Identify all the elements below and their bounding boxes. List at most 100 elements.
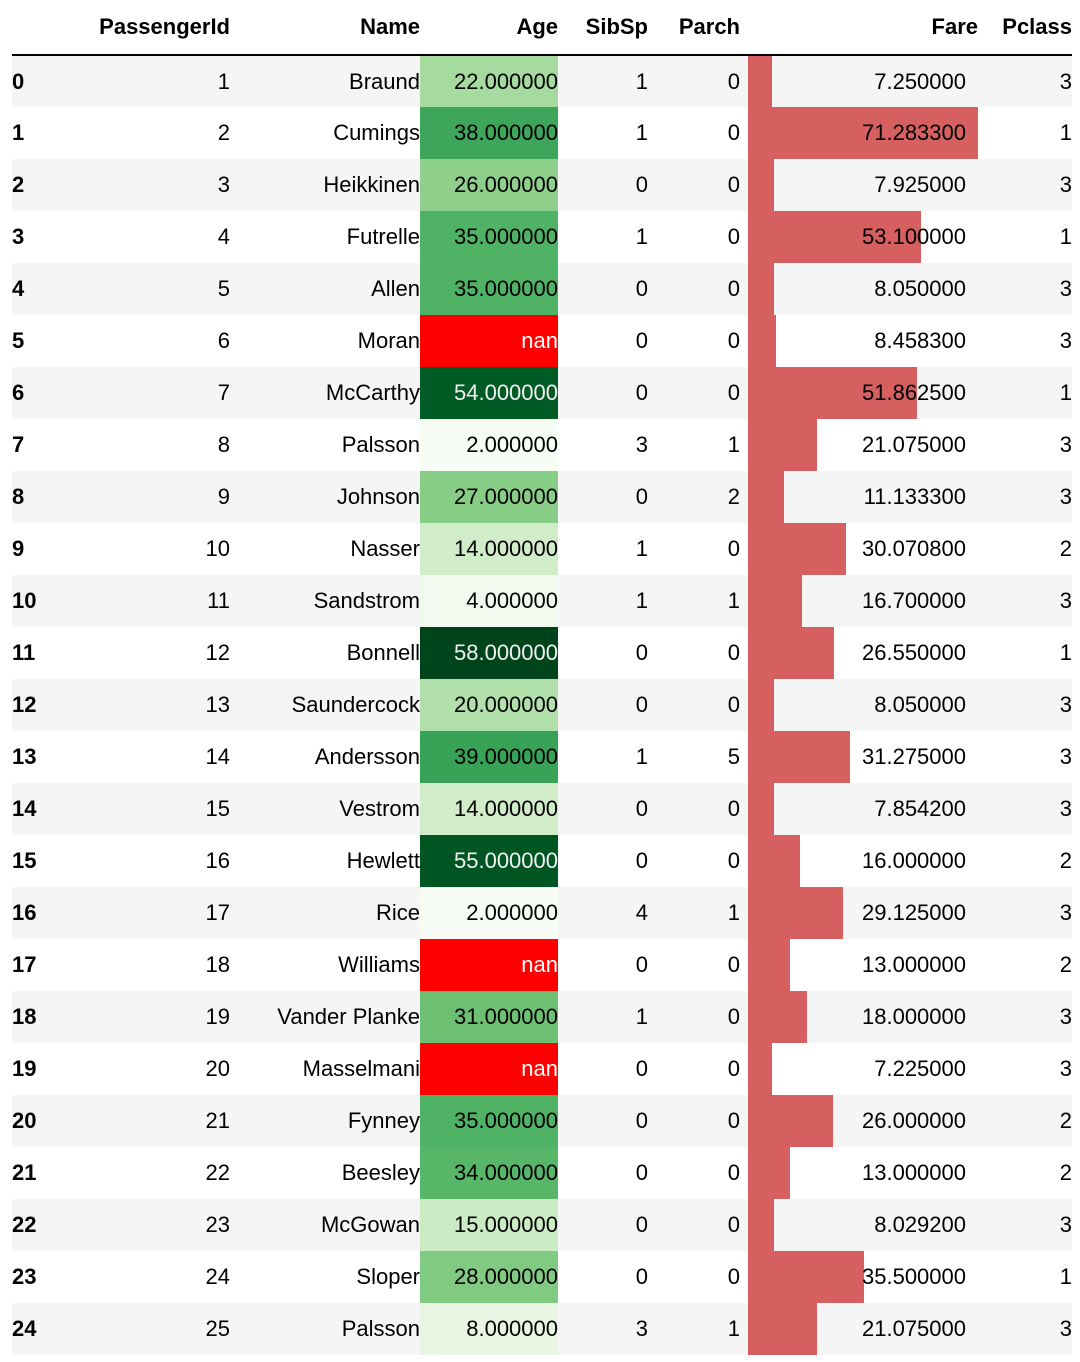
- cell-passengerid: 7: [217, 380, 230, 405]
- fare-value: 18.000000: [862, 1004, 966, 1029]
- cell-name: Sloper: [356, 1264, 420, 1289]
- fare-value: 11.133300: [863, 484, 966, 509]
- table-row: 3 4 Futrelle 35.000000 1 0 53.100000 1: [12, 211, 1072, 263]
- fare-bar: [748, 575, 803, 627]
- cell-parch: 0: [727, 68, 740, 94]
- cell-age: 58.000000: [420, 627, 558, 679]
- row-index: 7: [12, 432, 25, 457]
- fare-bar: [748, 939, 791, 991]
- cell-passengerid: 5: [217, 276, 230, 301]
- table-row: 11 12 Bonnell 58.000000 0 0 26.550000 1: [12, 627, 1072, 679]
- cell-fare: 26.000000: [740, 1095, 978, 1147]
- fare-bar: [748, 679, 775, 731]
- cell-sibsp: 0: [635, 1264, 648, 1289]
- cell-fare: 18.000000: [740, 991, 978, 1043]
- cell-age: 2.000000: [420, 887, 558, 939]
- cell-fare: 21.075000: [740, 419, 978, 471]
- cell-age: 26.000000: [420, 159, 558, 211]
- row-index: 19: [12, 1056, 37, 1081]
- fare-value: 7.225000: [874, 1056, 966, 1081]
- cell-fare: 7.225000: [740, 1043, 978, 1095]
- table-row: 24 25 Palsson 8.000000 3 1 21.075000 3: [12, 1303, 1072, 1355]
- cell-sibsp: 0: [635, 848, 648, 873]
- cell-name: Heikkinen: [323, 172, 420, 197]
- fare-value: 8.458300: [874, 328, 966, 353]
- cell-pclass: 1: [1059, 380, 1072, 405]
- fare-bar: [748, 367, 917, 419]
- cell-age: 39.000000: [420, 731, 558, 783]
- table-row: 5 6 Moran nan 0 0 8.458300 3: [12, 315, 1072, 367]
- cell-age: nan: [420, 1043, 558, 1095]
- cell-pclass: 3: [1059, 744, 1072, 769]
- cell-parch: 0: [727, 796, 740, 821]
- fare-bar: [748, 107, 978, 159]
- fare-value: 16.000000: [862, 848, 966, 873]
- cell-passengerid: 21: [205, 1108, 230, 1133]
- cell-name: Cumings: [333, 120, 420, 145]
- cell-pclass: 2: [1059, 848, 1072, 873]
- fare-value: 7.854200: [874, 796, 966, 821]
- table-body: 0 1 Braund 22.000000 1 0 7.250000 3 1 2 Cumings 38.…: [12, 55, 1072, 1355]
- cell-name: Masselmani: [302, 1056, 420, 1081]
- cell-name: Allen: [371, 276, 420, 301]
- row-index: 17: [12, 952, 37, 977]
- cell-pclass: 2: [1059, 536, 1072, 561]
- row-index: 11: [12, 640, 36, 665]
- fare-value: 13.000000: [862, 1160, 966, 1185]
- cell-fare: 16.000000: [740, 835, 978, 887]
- row-index: 16: [12, 900, 37, 925]
- fare-bar: [748, 211, 921, 263]
- cell-name: Sandstrom: [313, 588, 420, 613]
- row-index: 18: [12, 1004, 37, 1029]
- cell-age: 4.000000: [420, 575, 558, 627]
- fare-value: 21.075000: [862, 432, 966, 457]
- cell-pclass: 3: [1059, 692, 1072, 717]
- cell-parch: 0: [727, 380, 740, 405]
- cell-name: Futrelle: [346, 224, 420, 249]
- cell-age: 28.000000: [420, 1251, 558, 1303]
- fare-bar: [748, 1147, 791, 1199]
- fare-value: 31.275000: [862, 744, 966, 769]
- fare-value: 35.500000: [862, 1264, 966, 1289]
- fare-value: 51.862500: [862, 380, 966, 405]
- cell-fare: 26.550000: [740, 627, 978, 679]
- cell-sibsp: 1: [635, 120, 648, 145]
- cell-fare: 71.283300: [740, 107, 978, 159]
- row-index: 3: [12, 224, 25, 249]
- cell-passengerid: 2: [217, 120, 230, 145]
- cell-passengerid: 17: [205, 900, 230, 925]
- table-row: 16 17 Rice 2.000000 4 1 29.125000 3: [12, 887, 1072, 939]
- fare-value: 29.125000: [862, 900, 966, 925]
- cell-pclass: 3: [1059, 432, 1072, 457]
- cell-fare: 8.050000: [740, 263, 978, 315]
- row-index: 4: [12, 276, 25, 301]
- cell-age: 8.000000: [420, 1303, 558, 1355]
- cell-pclass: 3: [1059, 900, 1072, 925]
- cell-pclass: 1: [1059, 640, 1072, 665]
- cell-pclass: 1: [1059, 120, 1072, 145]
- fare-bar: [748, 835, 801, 887]
- row-index: 12: [12, 692, 37, 717]
- cell-pclass: 3: [1059, 588, 1072, 613]
- cell-name: Hewlett: [346, 848, 420, 873]
- cell-passengerid: 8: [217, 432, 230, 457]
- cell-sibsp: 4: [635, 900, 648, 925]
- cell-age: 22.000000: [420, 55, 558, 107]
- table-row: 17 18 Williams nan 0 0 13.000000 2: [12, 939, 1072, 991]
- header-row: PassengerId Name Age SibSp Parch Fare Pc…: [12, 0, 1072, 56]
- fare-value: 7.250000: [874, 68, 966, 94]
- cell-fare: 13.000000: [740, 939, 978, 991]
- fare-bar: [748, 159, 774, 211]
- cell-fare: 7.854200: [740, 783, 978, 835]
- cell-sibsp: 3: [635, 432, 648, 457]
- cell-passengerid: 22: [205, 1160, 230, 1185]
- row-index: 10: [12, 588, 37, 613]
- cell-sibsp: 0: [635, 796, 648, 821]
- cell-pclass: 3: [1059, 1004, 1072, 1029]
- cell-name: McCarthy: [325, 380, 420, 405]
- cell-pclass: 3: [1059, 68, 1072, 94]
- cell-parch: 0: [727, 1160, 740, 1185]
- cell-passengerid: 15: [205, 796, 230, 821]
- cell-fare: 7.925000: [740, 159, 978, 211]
